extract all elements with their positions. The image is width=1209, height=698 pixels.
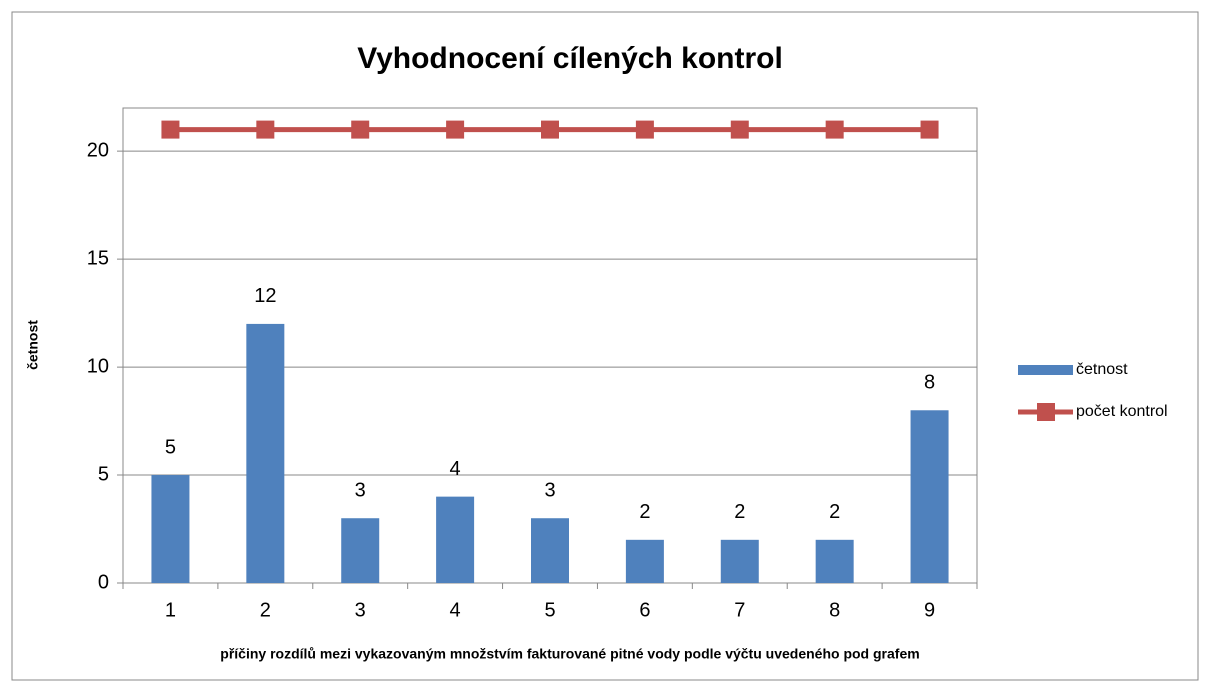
bar — [436, 496, 475, 583]
line-marker — [161, 120, 180, 139]
chart-title: Vyhodnocení cílených kontrol — [357, 42, 783, 75]
line-marker — [256, 120, 275, 139]
data-label: 2 — [734, 501, 745, 523]
x-tick-label: 4 — [450, 599, 461, 621]
x-tick-label: 7 — [734, 599, 745, 621]
y-tick-label: 10 — [87, 355, 109, 377]
line-marker — [446, 120, 465, 139]
y-axis-label: četnost — [25, 320, 41, 370]
y-tick-label: 5 — [98, 463, 109, 485]
bar — [815, 539, 854, 583]
x-tick-label: 8 — [829, 599, 840, 621]
line-marker — [541, 120, 559, 139]
data-label: 5 — [165, 436, 176, 458]
x-axis-label: příčiny rozdílů mezi vykazovaným množstv… — [220, 646, 919, 662]
data-label: 3 — [355, 480, 366, 502]
x-tick-label: 9 — [924, 599, 935, 621]
bar — [625, 539, 664, 583]
bar — [531, 518, 569, 583]
line-marker — [351, 120, 370, 139]
line-marker — [635, 120, 654, 139]
legend-label: četnost — [1076, 361, 1128, 378]
bar — [246, 323, 285, 583]
data-label: 3 — [544, 480, 555, 502]
data-label: 2 — [829, 501, 840, 523]
line-marker — [920, 120, 939, 139]
x-tick-label: 6 — [639, 599, 650, 621]
bar — [910, 410, 949, 583]
x-tick-label: 3 — [355, 599, 366, 621]
data-label: 8 — [924, 372, 935, 394]
bar — [151, 475, 190, 583]
data-label: 12 — [254, 285, 276, 307]
x-tick-label: 5 — [544, 599, 555, 621]
bar — [341, 518, 380, 583]
data-label: 2 — [639, 501, 650, 523]
x-tick-label: 2 — [260, 599, 271, 621]
line-marker — [730, 120, 749, 139]
bar — [720, 539, 759, 583]
y-tick-label: 0 — [98, 571, 109, 593]
data-label: 4 — [450, 458, 461, 480]
line-marker — [825, 120, 844, 139]
y-tick-label: 20 — [87, 139, 109, 161]
legend-swatch — [1018, 365, 1073, 375]
x-tick-label: 1 — [165, 599, 176, 621]
y-tick-label: 15 — [87, 247, 109, 269]
legend-label: počet kontrol — [1076, 403, 1168, 420]
legend-swatch — [1037, 403, 1055, 421]
